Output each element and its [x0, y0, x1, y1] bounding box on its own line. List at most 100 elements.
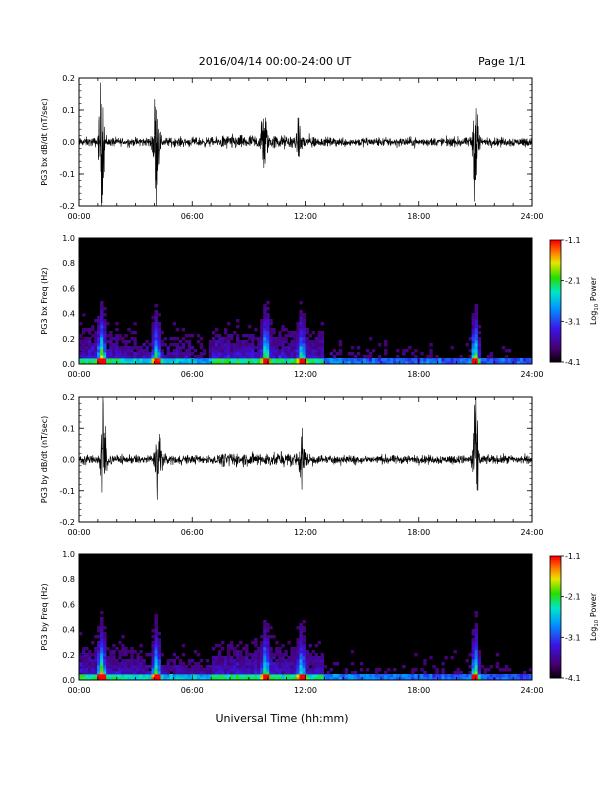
spectrogram-cell	[450, 346, 454, 350]
y-tick-label: 0.0	[62, 456, 75, 465]
spectrogram-cell	[109, 662, 113, 666]
spectrogram-cell	[284, 328, 288, 332]
spectrogram-cell	[157, 346, 161, 350]
spectrogram-cell	[151, 322, 155, 326]
spectrogram-cell	[486, 355, 491, 359]
spectrogram-cell	[211, 659, 216, 663]
spectrogram-cell	[82, 674, 86, 678]
spectrogram-cell	[441, 361, 445, 365]
spectrogram-cell	[97, 677, 101, 681]
spectrogram-cell	[214, 656, 219, 660]
spectrogram-cell	[106, 659, 110, 663]
spectrogram-cell	[299, 656, 303, 660]
spectrogram-cell	[190, 668, 195, 672]
spectrogram-cell	[368, 355, 373, 359]
spectrogram-cell	[233, 671, 237, 675]
spectrogram-cell	[456, 358, 460, 362]
spectrogram-cell	[281, 325, 285, 329]
spectrogram-cell	[305, 361, 309, 365]
spectrogram-cell	[287, 668, 291, 672]
spectrogram-cell	[263, 316, 267, 320]
spectrogram-cell	[423, 674, 427, 678]
spectrogram-cell	[136, 349, 140, 353]
spectrogram-cell	[148, 665, 152, 669]
spectrogram-cell	[290, 358, 294, 362]
spectrogram-cell	[187, 352, 192, 356]
colorbar-step	[550, 355, 561, 359]
spectrogram-cell	[263, 653, 267, 657]
spectrogram-cell	[223, 337, 228, 341]
spectrogram-cell	[118, 334, 122, 338]
spectrogram-cell	[528, 668, 533, 672]
spectrogram-cell	[483, 674, 488, 678]
spectrogram-cell	[181, 674, 186, 678]
spectrogram-cell	[124, 358, 128, 362]
y-tick-label: 0.2	[62, 335, 75, 344]
spectrogram-cell	[326, 677, 331, 681]
spectrogram-cell	[477, 650, 482, 654]
spectrogram-cell	[420, 668, 424, 672]
spectrogram-cell	[371, 349, 376, 353]
spectrogram-cell	[275, 337, 279, 341]
y-tick-label: 1.0	[62, 550, 75, 559]
spectrogram-cell	[474, 629, 479, 633]
spectrogram-cell	[202, 352, 207, 356]
spectrogram-cell	[344, 674, 349, 678]
spectrogram-cell	[519, 674, 524, 678]
spectrogram-cell	[169, 355, 174, 359]
spectrogram-cell	[127, 346, 131, 350]
spectrogram-cell	[103, 313, 107, 317]
spectrogram-cell	[139, 352, 143, 356]
spectrogram-cell	[353, 677, 358, 681]
spectrogram-cell	[184, 674, 189, 678]
spectrogram-cell	[133, 650, 137, 654]
spectrogram-cell	[248, 677, 252, 681]
spectrogram-cell	[387, 677, 391, 681]
colorbar-step	[550, 272, 561, 276]
spectrogram-cell	[462, 358, 466, 362]
spectrogram-cell	[263, 358, 267, 362]
spectrogram-cell	[242, 346, 246, 350]
spectrogram-cell	[136, 346, 140, 350]
spectrogram-cell	[269, 322, 273, 326]
spectrogram-cell	[220, 671, 225, 675]
colorbar-step	[550, 582, 561, 585]
colorbar-step	[550, 339, 561, 343]
spectrogram-cell	[239, 677, 243, 681]
spectrogram-cell	[387, 674, 391, 678]
spectrogram-cell	[287, 349, 291, 353]
spectrogram-cell	[157, 340, 161, 344]
spectrogram-cell	[208, 668, 213, 672]
spectrogram-cell	[429, 358, 433, 362]
spectrogram-cell	[97, 328, 101, 332]
spectrogram-cell	[474, 319, 479, 323]
spectrogram-cell	[214, 671, 219, 675]
spectrogram-cell	[456, 361, 460, 365]
spectrogram-cell	[474, 361, 479, 365]
spectrogram-cell	[311, 358, 315, 362]
spectrogram-cell	[91, 659, 95, 663]
spectrogram-cell	[214, 665, 219, 669]
spectrogram-cell	[254, 668, 258, 672]
spectrogram-cell	[106, 674, 110, 678]
spectrogram-cell	[507, 361, 512, 365]
spectrogram-cell	[272, 358, 276, 362]
spectrogram-cell	[91, 334, 95, 338]
spectrogram-cell	[223, 677, 228, 681]
spectrogram-cell	[82, 650, 86, 654]
spectrogram-cell	[88, 361, 92, 365]
spectrogram-cell	[245, 340, 249, 344]
colorbar-step	[550, 669, 561, 673]
spectrogram-cell	[148, 671, 152, 675]
spectrogram-cell	[480, 665, 485, 669]
spectrogram-cell	[305, 653, 309, 657]
spectrogram-cell	[302, 337, 306, 341]
spectrogram-cell	[284, 346, 288, 350]
spectrogram-cell	[287, 346, 291, 350]
spectrogram-cell	[193, 668, 198, 672]
spectrogram-cell	[79, 668, 83, 672]
colorbar-step	[550, 629, 561, 632]
spectrogram-cell	[242, 352, 246, 356]
spectrogram-cell	[248, 674, 252, 678]
spectrogram-cell	[230, 662, 234, 666]
